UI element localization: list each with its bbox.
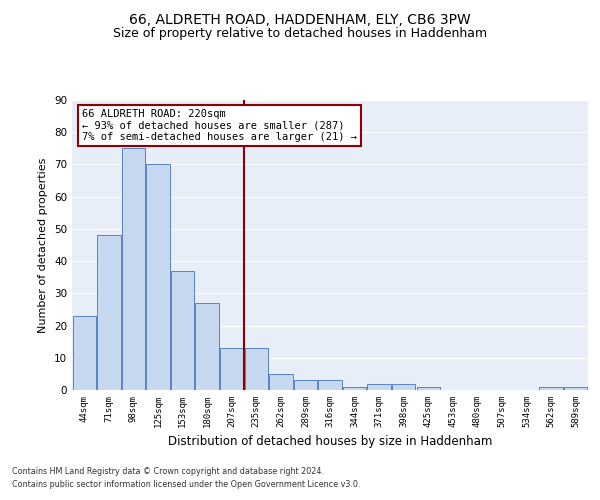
- Bar: [122, 148, 145, 390]
- Bar: [392, 384, 415, 390]
- Bar: [416, 387, 440, 390]
- Bar: [146, 164, 170, 390]
- Bar: [269, 374, 293, 390]
- Text: Size of property relative to detached houses in Haddenham: Size of property relative to detached ho…: [113, 28, 487, 40]
- Bar: [245, 348, 268, 390]
- X-axis label: Distribution of detached houses by size in Haddenham: Distribution of detached houses by size …: [168, 436, 492, 448]
- Bar: [73, 316, 96, 390]
- Bar: [220, 348, 244, 390]
- Bar: [97, 236, 121, 390]
- Bar: [367, 384, 391, 390]
- Bar: [171, 271, 194, 390]
- Bar: [564, 387, 587, 390]
- Bar: [319, 380, 341, 390]
- Bar: [539, 387, 563, 390]
- Text: 66 ALDRETH ROAD: 220sqm
← 93% of detached houses are smaller (287)
7% of semi-de: 66 ALDRETH ROAD: 220sqm ← 93% of detache…: [82, 108, 358, 142]
- Text: 66, ALDRETH ROAD, HADDENHAM, ELY, CB6 3PW: 66, ALDRETH ROAD, HADDENHAM, ELY, CB6 3P…: [129, 12, 471, 26]
- Y-axis label: Number of detached properties: Number of detached properties: [38, 158, 49, 332]
- Text: Contains HM Land Registry data © Crown copyright and database right 2024.: Contains HM Land Registry data © Crown c…: [12, 467, 324, 476]
- Bar: [294, 380, 317, 390]
- Bar: [196, 303, 219, 390]
- Text: Contains public sector information licensed under the Open Government Licence v3: Contains public sector information licen…: [12, 480, 361, 489]
- Bar: [343, 387, 366, 390]
